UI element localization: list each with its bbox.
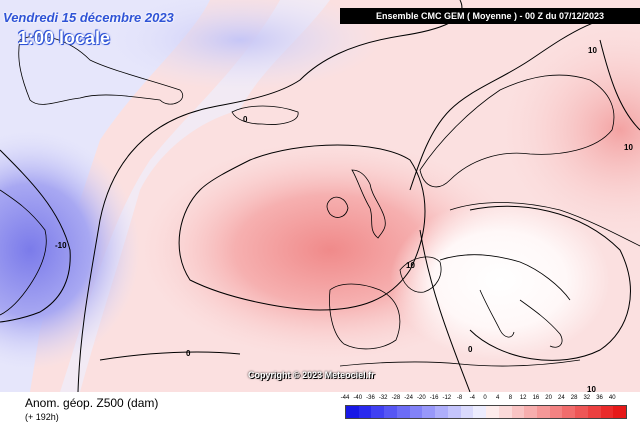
france-coast: [399, 256, 442, 293]
scale-swatch: [396, 406, 410, 418]
scale-swatch: [447, 406, 461, 418]
scale-swatch: [435, 406, 448, 418]
anomaly-map: 10 10 -10 0 0 0 10 10: [0, 0, 640, 392]
scale-tick-label: 0: [483, 395, 487, 401]
scale-swatch: [409, 406, 423, 418]
scale-tick-label: -40: [353, 395, 363, 401]
scale-tick-label: 12: [519, 395, 527, 401]
northeast-high-area: [500, 20, 640, 240]
scale-swatch: [498, 406, 512, 418]
scale-tick-label: -12: [442, 395, 452, 401]
scale-swatch: [486, 406, 499, 418]
contour-10-northeast: [409, 14, 640, 191]
scale-tick-label: 16: [532, 395, 540, 401]
scale-swatch: [587, 406, 601, 418]
contour-label: 10: [587, 385, 596, 392]
labrador-coast: [0, 189, 47, 316]
iberia-coast: [329, 283, 401, 350]
italy-balkans-coast: [479, 289, 563, 348]
lead-time: (+ 192h): [25, 412, 59, 422]
scale-swatch: [524, 406, 538, 418]
local-time: 1:00 locale: [18, 28, 111, 48]
scale-tick-label: -28: [391, 395, 401, 401]
contour-label: -10: [55, 241, 67, 250]
great-britain-coast: [351, 169, 386, 239]
scandinavia-coast: [419, 74, 615, 188]
contour-10-east: [599, 39, 640, 131]
contour-label: 10: [406, 261, 415, 270]
scale-swatch: [613, 406, 627, 418]
contour-label: 0: [186, 349, 191, 358]
contour-label: 10: [588, 46, 597, 55]
scale-tick-label: -20: [417, 395, 426, 401]
scale-tick-label: 4: [496, 395, 500, 401]
scale-tick-label: 8: [508, 395, 513, 401]
greenland-coast: [18, 35, 183, 105]
scale-tick-label: -32: [378, 395, 388, 401]
scale-swatch: [511, 406, 525, 418]
north-africa-coast: [339, 359, 581, 367]
central-europe-borders: [439, 202, 640, 301]
scale-swatch: [600, 406, 614, 418]
scale-swatch: [575, 406, 588, 418]
scale-swatch: [384, 406, 397, 418]
contour-0-east: [469, 205, 631, 361]
scale-swatch: [422, 406, 436, 418]
copyright-text: Copyright © 2023 Meteociel.fr: [248, 370, 375, 380]
negative-anomaly-area: [0, 0, 210, 392]
scale-swatch: [346, 406, 359, 418]
contour-label: 10: [624, 143, 633, 152]
scale-tick-label: -36: [366, 395, 375, 401]
scale-swatch: [473, 406, 487, 418]
scale-swatch: [537, 406, 550, 418]
color-scale-labels: -44 -40 -36 -32 -28 -24 -20 -16 -12 -8 -4 0 4 8 12 16 20…: [340, 395, 630, 405]
central-europe-neutral: [390, 200, 610, 360]
isohypse-contours: [0, 0, 640, 392]
contour-label: 0: [468, 345, 473, 354]
scale-swatch: [358, 406, 372, 418]
scale-tick-label: 40: [608, 395, 616, 401]
color-scale-bar: [345, 405, 627, 419]
contour-minus10: [0, 149, 71, 323]
scale-tick-label: -16: [429, 395, 439, 401]
scale-tick-label: 36: [596, 395, 603, 401]
scale-swatch: [460, 406, 474, 418]
scale-tick-label: 20: [545, 395, 552, 401]
scale-tick-label: -24: [404, 395, 413, 401]
contour-labels: 10 10 -10 0 0 0 10 10: [55, 46, 633, 392]
legend-footer: Anom. géop. Z500 (dam) (+ 192h) -44 -40 -3…: [0, 392, 640, 427]
scale-swatch: [562, 406, 576, 418]
forecast-date: Vendredi 15 décembre 2023: [3, 10, 174, 25]
scale-tick-label: -8: [456, 395, 463, 401]
scale-swatch: [549, 406, 563, 418]
scale-tick-label: 24: [558, 395, 565, 401]
ireland-coast: [326, 196, 349, 218]
variable-title: Anom. géop. Z500 (dam): [25, 396, 159, 410]
scale-tick-label: 28: [570, 395, 578, 401]
scale-tick-label: -4: [469, 395, 475, 401]
iceland-coast: [231, 105, 299, 125]
coastlines: [0, 35, 640, 367]
scale-swatch: [371, 406, 385, 418]
contour-label: 0: [243, 115, 248, 124]
scale-tick-label: 32: [583, 395, 591, 401]
contour-0-south: [419, 229, 471, 392]
scale-tick-label: -44: [340, 395, 350, 401]
contour-10-central: [178, 144, 426, 311]
contour-0-west: [77, 0, 463, 392]
model-run-banner: Ensemble CMC GEM ( Moyenne ) - 00 Z du 0…: [340, 8, 640, 24]
contour-0-southwest: [99, 351, 241, 361]
north-low-area: [100, 0, 380, 90]
